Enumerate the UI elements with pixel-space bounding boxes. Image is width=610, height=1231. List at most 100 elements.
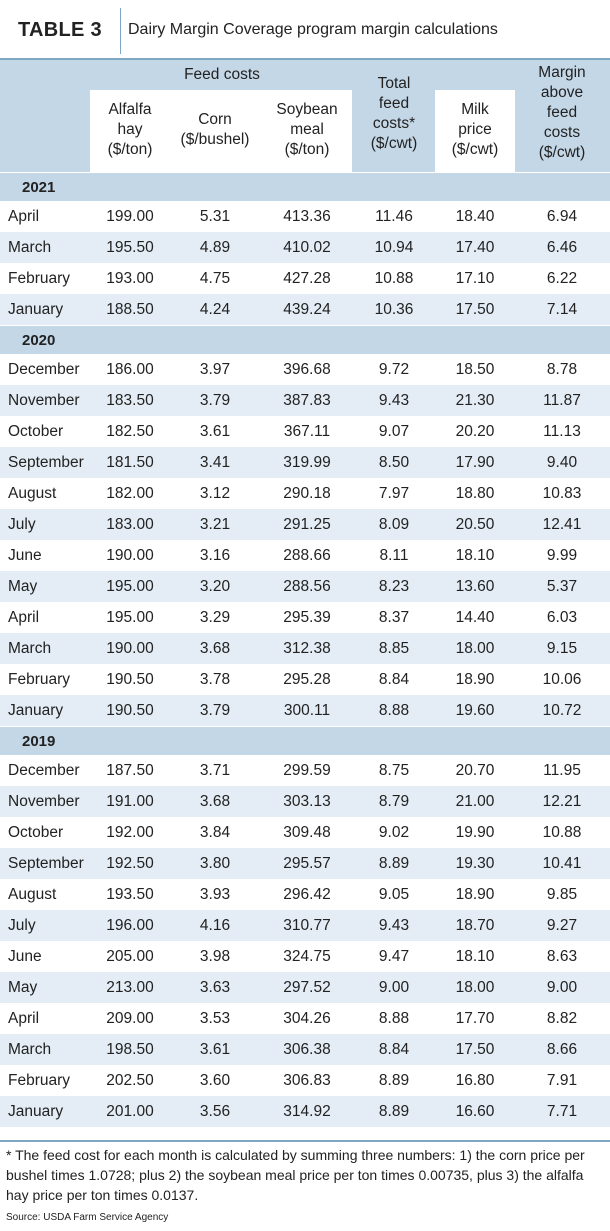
margin-cell: 6.46	[546, 239, 578, 256]
alfalfa-hay-cell: 192.50	[106, 855, 154, 872]
total-feed-costs-cell: 9.02	[378, 824, 410, 841]
milk-price-cell: 19.90	[455, 824, 495, 841]
total-feed-costs-cell: 8.75	[378, 762, 410, 779]
milk-price-cell: 17.10	[455, 270, 495, 287]
alfalfa-hay-cell: 190.00	[106, 547, 154, 564]
margin-cell: 11.95	[543, 762, 581, 779]
margin-cell: 6.94	[546, 208, 578, 225]
milk-price-cell: 20.70	[455, 762, 495, 779]
total-feed-costs-cell: 7.97	[378, 485, 410, 502]
total-feed-costs-cell: 8.09	[378, 516, 410, 533]
month-cell: June	[8, 547, 42, 564]
margin-cell: 9.99	[546, 547, 578, 564]
month-cell: February	[8, 671, 71, 688]
table-row: February 193.00 4.75 427.28 10.88 17.10 6.22	[0, 263, 610, 294]
soybean-meal-cell: 304.26	[283, 1010, 331, 1027]
total-feed-costs-cell: 9.43	[378, 917, 410, 934]
alfalfa-hay-cell: 190.50	[106, 671, 154, 688]
table-row: October 192.00 3.84 309.48 9.02 19.90 10.88	[0, 817, 610, 848]
soybean-meal-cell: 367.11	[283, 423, 331, 440]
milk-price-cell: 19.60	[455, 702, 495, 719]
table-row: January 188.50 4.24 439.24 10.36 17.50 7.14	[0, 294, 610, 325]
milk-price-cell: 18.90	[455, 671, 495, 688]
table-row: August 182.00 3.12 290.18 7.97 18.80 10.83	[0, 478, 610, 509]
alfalfa-hay-cell: 192.00	[106, 824, 154, 841]
corn-cell: 4.89	[199, 239, 231, 256]
soybean-meal-cell: 324.75	[283, 948, 331, 965]
milk-price-cell: 16.80	[455, 1072, 495, 1089]
month-cell: May	[8, 578, 38, 595]
alfalfa-hay-cell: 201.00	[106, 1103, 154, 1120]
milk-price-cell: 18.10	[455, 547, 495, 564]
title-divider	[120, 8, 121, 54]
alfalfa-hay-cell: 190.00	[106, 640, 154, 657]
alfalfa-hay-cell: 202.50	[106, 1072, 154, 1089]
milk-price-cell: 20.20	[455, 423, 495, 440]
table-row: July 196.00 4.16 310.77 9.43 18.70 9.27	[0, 910, 610, 941]
soybean-meal-cell: 306.38	[283, 1041, 331, 1058]
month-cell: November	[8, 392, 80, 409]
soybean-meal-cell: 312.38	[283, 640, 331, 657]
milk-price-cell: 19.30	[455, 855, 495, 872]
corn-cell: 3.71	[199, 762, 231, 779]
total-feed-costs-cell: 8.37	[378, 609, 410, 626]
soybean-meal-cell: 309.48	[283, 824, 331, 841]
margin-cell: 8.82	[546, 1010, 578, 1027]
alfalfa-hay-cell: 195.00	[106, 578, 154, 595]
table-row: August 193.50 3.93 296.42 9.05 18.90 9.85	[0, 879, 610, 910]
total-feed-costs-cell: 8.84	[378, 1041, 410, 1058]
corn-cell: 3.84	[199, 824, 231, 841]
soybean-meal-cell: 290.18	[283, 485, 331, 502]
margin-cell: 12.41	[542, 516, 582, 533]
month-cell: April	[8, 1010, 40, 1027]
table-row: March 195.50 4.89 410.02 10.94 17.40 6.46	[0, 232, 610, 263]
soybean-meal-cell: 295.39	[283, 609, 331, 626]
table-row: November 191.00 3.68 303.13 8.79 21.00 12.21	[0, 786, 610, 817]
table-row: June 190.00 3.16 288.66 8.11 18.10 9.99	[0, 540, 610, 571]
total-feed-costs-cell: 9.47	[378, 948, 410, 965]
margin-cell: 7.91	[546, 1072, 578, 1089]
corn-cell: 3.21	[199, 516, 231, 533]
margin-cell: 10.88	[542, 824, 582, 841]
margin-cell: 9.27	[546, 917, 578, 934]
corn-cell: 4.75	[199, 270, 231, 287]
corn-cell: 3.53	[199, 1010, 231, 1027]
corn-header: Corn ($/bushel)	[180, 111, 250, 148]
margin-cell: 9.85	[546, 886, 578, 903]
alfalfa-hay-cell: 205.00	[106, 948, 154, 965]
table-row: April 195.00 3.29 295.39 8.37 14.40 6.03	[0, 602, 610, 633]
total-feed-costs-cell: 8.89	[378, 1072, 410, 1089]
alfalfa-hay-cell: 195.50	[106, 239, 154, 256]
table-row: September 192.50 3.80 295.57 8.89 19.30 10.41	[0, 848, 610, 879]
table-number: TABLE 3	[18, 19, 102, 41]
feed-costs-group-header: Feed costs	[184, 66, 260, 83]
corn-cell: 3.20	[199, 578, 231, 595]
month-cell: June	[8, 948, 42, 965]
alfalfa-hay-cell: 193.00	[106, 270, 154, 287]
month-cell: February	[8, 1072, 71, 1089]
corn-cell: 4.16	[199, 917, 231, 934]
table-row: April 199.00 5.31 413.36 11.46 18.40 6.94	[0, 201, 610, 232]
month-cell: January	[8, 301, 64, 318]
milk-price-cell: 13.60	[455, 578, 495, 595]
month-cell: August	[8, 485, 57, 502]
month-cell: July	[8, 516, 36, 533]
soybean-meal-cell: 300.11	[283, 702, 331, 719]
soybean-meal-cell: 413.36	[283, 208, 331, 225]
month-cell: September	[8, 855, 84, 872]
milk-price-cell: 21.30	[455, 392, 495, 409]
milk-price-cell: 17.40	[455, 239, 495, 256]
total-feed-costs-cell: 8.85	[378, 640, 410, 657]
total-feed-costs-cell: 9.00	[378, 979, 410, 996]
alfalfa-hay-cell: 190.50	[106, 702, 154, 719]
alfalfa-hay-cell: 186.00	[106, 361, 154, 378]
year-label: 2020	[22, 332, 56, 349]
table-row: December 186.00 3.97 396.68 9.72 18.50 8.78	[0, 354, 610, 385]
month-cell: November	[8, 793, 80, 810]
soybean-meal-cell: 288.56	[283, 578, 331, 595]
margin-cell: 9.00	[546, 979, 578, 996]
alfalfa-hay-cell: 191.00	[106, 793, 154, 810]
corn-cell: 4.24	[199, 301, 231, 318]
corn-cell: 3.61	[199, 1041, 231, 1058]
source-note: Source: USDA Farm Service Agency	[6, 1212, 169, 1223]
